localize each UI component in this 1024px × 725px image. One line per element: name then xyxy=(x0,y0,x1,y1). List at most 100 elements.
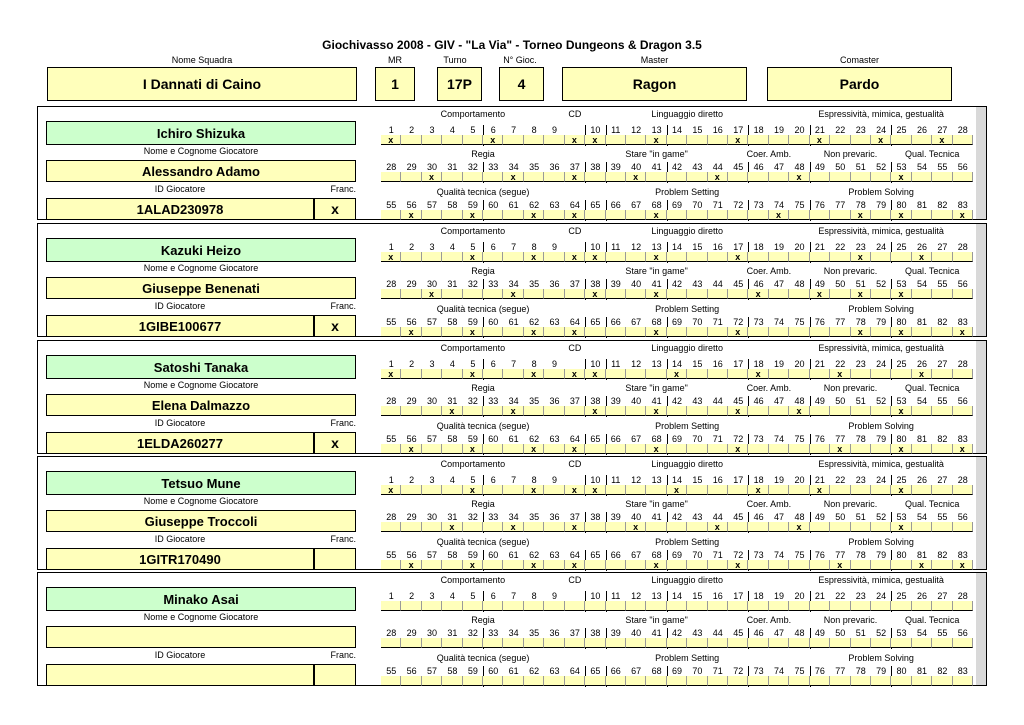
score-cell[interactable] xyxy=(585,638,606,648)
score-cell[interactable]: x xyxy=(952,444,973,454)
score-cell[interactable] xyxy=(748,327,769,337)
score-cell[interactable] xyxy=(483,172,504,182)
score-cell[interactable] xyxy=(809,601,831,611)
score-cell[interactable] xyxy=(605,560,626,570)
score-cell[interactable] xyxy=(401,135,422,145)
score-cell[interactable]: x xyxy=(462,327,484,337)
score-cell[interactable] xyxy=(442,638,463,648)
score-cell[interactable] xyxy=(830,210,851,220)
score-cell[interactable] xyxy=(585,560,606,570)
score-cell[interactable] xyxy=(932,327,953,337)
score-cell[interactable]: x xyxy=(666,369,688,379)
score-cell[interactable]: x xyxy=(728,560,749,570)
score-cell[interactable] xyxy=(401,485,422,495)
score-cell[interactable] xyxy=(605,638,626,648)
score-cell[interactable] xyxy=(605,172,626,182)
score-cell[interactable] xyxy=(421,560,443,570)
score-cell[interactable] xyxy=(768,522,790,532)
score-cell[interactable] xyxy=(585,522,606,532)
score-cell[interactable] xyxy=(952,406,973,416)
score-cell[interactable] xyxy=(381,601,402,611)
character-name[interactable]: Ichiro Shizuka xyxy=(46,121,356,145)
score-cell[interactable]: x xyxy=(523,327,545,337)
score-cell[interactable]: x xyxy=(564,369,586,379)
score-cell[interactable] xyxy=(707,135,729,145)
score-cell[interactable] xyxy=(401,638,422,648)
player-id[interactable]: 1GIBE100677 xyxy=(46,315,314,337)
team-name[interactable]: I Dannati di Caino xyxy=(47,67,357,101)
score-cell[interactable] xyxy=(952,485,973,495)
score-cell[interactable] xyxy=(911,327,933,337)
score-cell[interactable] xyxy=(850,638,871,648)
score-cell[interactable] xyxy=(462,289,484,299)
score-cell[interactable] xyxy=(809,444,831,454)
score-cell[interactable] xyxy=(932,444,953,454)
score-cell[interactable]: x xyxy=(442,406,463,416)
score-cell[interactable]: x xyxy=(646,560,667,570)
score-cell[interactable]: x xyxy=(625,172,647,182)
score-cell[interactable] xyxy=(891,601,912,611)
score-cell[interactable] xyxy=(789,210,810,220)
score-cell[interactable] xyxy=(932,638,953,648)
score-cell[interactable] xyxy=(952,252,973,262)
score-cell[interactable] xyxy=(544,252,565,262)
score-cell[interactable]: x xyxy=(381,252,402,262)
score-cell[interactable] xyxy=(952,135,973,145)
score-cell[interactable] xyxy=(442,172,463,182)
score-cell[interactable] xyxy=(932,210,953,220)
score-cell[interactable] xyxy=(687,369,708,379)
score-cell[interactable]: x xyxy=(646,327,667,337)
score-cell[interactable] xyxy=(381,172,402,182)
score-cell[interactable] xyxy=(830,289,851,299)
score-cell[interactable] xyxy=(666,289,688,299)
score-cell[interactable] xyxy=(687,560,708,570)
score-cell[interactable]: x xyxy=(891,444,912,454)
score-cell[interactable] xyxy=(646,172,667,182)
score-cell[interactable] xyxy=(666,252,688,262)
score-cell[interactable]: x xyxy=(381,135,402,145)
score-cell[interactable] xyxy=(809,676,831,686)
score-cell[interactable]: x xyxy=(932,135,953,145)
score-cell[interactable] xyxy=(850,676,871,686)
score-cell[interactable]: x xyxy=(911,252,933,262)
score-cell[interactable] xyxy=(707,444,729,454)
score-cell[interactable] xyxy=(483,252,504,262)
score-cell[interactable] xyxy=(666,560,688,570)
score-cell[interactable] xyxy=(932,172,953,182)
score-cell[interactable] xyxy=(381,638,402,648)
score-cell[interactable]: x xyxy=(850,210,871,220)
score-cell[interactable] xyxy=(768,252,790,262)
score-cell[interactable] xyxy=(544,406,565,416)
score-cell[interactable] xyxy=(544,522,565,532)
score-cell[interactable] xyxy=(830,135,851,145)
score-cell[interactable] xyxy=(442,676,463,686)
score-cell[interactable] xyxy=(585,601,606,611)
score-cell[interactable] xyxy=(381,522,402,532)
score-cell[interactable]: x xyxy=(585,485,606,495)
character-name[interactable]: Satoshi Tanaka xyxy=(46,355,356,379)
score-cell[interactable]: x xyxy=(748,485,769,495)
score-cell[interactable]: x xyxy=(646,210,667,220)
score-cell[interactable] xyxy=(421,601,443,611)
score-cell[interactable] xyxy=(401,601,422,611)
player-id[interactable]: 1GITR170490 xyxy=(46,548,314,570)
players-value[interactable]: 4 xyxy=(499,67,544,101)
score-cell[interactable]: x xyxy=(952,327,973,337)
score-cell[interactable]: x xyxy=(707,172,729,182)
score-cell[interactable]: x xyxy=(728,135,749,145)
score-cell[interactable] xyxy=(442,135,463,145)
score-cell[interactable] xyxy=(809,369,831,379)
score-cell[interactable] xyxy=(646,638,667,648)
score-cell[interactable] xyxy=(605,444,626,454)
score-cell[interactable] xyxy=(768,289,790,299)
score-cell[interactable] xyxy=(870,406,892,416)
score-cell[interactable] xyxy=(503,638,524,648)
score-cell[interactable] xyxy=(768,172,790,182)
score-cell[interactable]: x xyxy=(421,172,443,182)
score-cell[interactable] xyxy=(748,676,769,686)
score-cell[interactable] xyxy=(564,289,586,299)
score-cell[interactable] xyxy=(503,369,524,379)
score-cell[interactable] xyxy=(830,406,851,416)
score-cell[interactable]: x xyxy=(911,560,933,570)
score-cell[interactable]: x xyxy=(523,560,545,570)
